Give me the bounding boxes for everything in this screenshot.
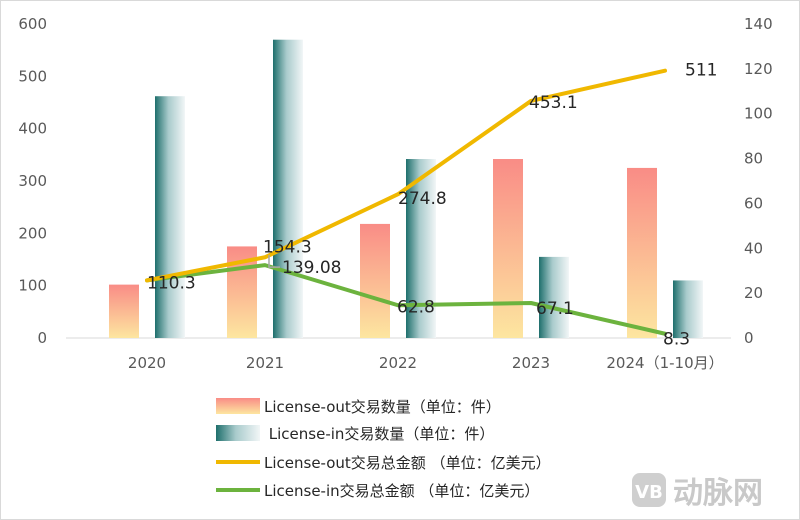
bar-license-out-count (109, 284, 139, 338)
left-axis-tick-label: 500 (18, 67, 47, 85)
legend-label-license-out-count: License-out交易数量（单位：件） (264, 398, 501, 416)
line-license-out-amount (145, 68, 667, 283)
x-axis-tick-label: 2024（1-10月） (606, 354, 723, 372)
legend-swatch-license-out-count (216, 398, 260, 414)
watermark-text: 动脉网 (673, 476, 763, 511)
watermark: VB 动脉网 (632, 473, 763, 511)
data-label-license-in-amount: 67.1 (536, 299, 574, 319)
bar-license-in-count (406, 159, 436, 338)
bar-license-in-count (155, 96, 185, 338)
data-label-license-in-amount: 8.3 (663, 330, 690, 350)
bar-license-out-count (493, 159, 523, 338)
x-axis-tick-label: 2023 (512, 354, 550, 372)
left-axis-tick-label: 200 (18, 224, 47, 242)
bar-license-in-count (673, 280, 703, 338)
data-label-license-out-amount: 274.8 (398, 189, 447, 209)
right-axis-tick-label: 60 (744, 194, 763, 212)
bar-license-in-count (273, 39, 303, 338)
left-axis-tick-label: 300 (18, 172, 47, 190)
legend-label-license-in-count: License-in交易数量（单位：件） (264, 425, 494, 443)
legend-swatch-license-in-count (216, 425, 260, 441)
data-label-license-out-amount: 110.3 (147, 273, 196, 293)
x-axis-tick-label: 2021 (246, 354, 284, 372)
right-axis-tick-label: 80 (744, 150, 763, 168)
data-labels: 110.3 154.3 274.8 453.1 511 139.08 62.8 67.1 8.3 (147, 61, 717, 350)
right-axis-tick-label: 140 (744, 15, 773, 33)
data-label-license-out-amount: 154.3 (263, 237, 312, 257)
data-label-license-in-amount: 62.8 (397, 297, 435, 317)
bar-license-in-count (539, 256, 569, 338)
line-license-in-amount (145, 263, 667, 336)
line-series-group (145, 68, 667, 336)
bar-license-out-count (627, 167, 657, 338)
bar-series-group (109, 39, 703, 338)
data-label-license-out-amount: 453.1 (529, 93, 578, 113)
left-axis-tick-label: 100 (18, 277, 47, 295)
left-axis-tick-label: 600 (18, 15, 47, 33)
bar-license-out-count (360, 223, 390, 338)
right-axis-tick-label: 100 (744, 105, 773, 123)
data-label-license-in-amount: 139.08 (282, 258, 341, 278)
legend-label-license-in-amount: License-in交易总金额 （单位：亿美元） (264, 482, 539, 500)
right-axis: 0 20 40 60 80 100 120 140 (744, 15, 773, 347)
right-axis-tick-label: 40 (744, 239, 763, 257)
svg-text:VB: VB (635, 482, 663, 503)
x-axis-tick-label: 2022 (379, 354, 417, 372)
legend-label-license-out-amount: License-out交易总金额 （单位：亿美元） (264, 454, 551, 472)
watermark-logo-icon: VB (632, 473, 666, 507)
x-axis-tick-label: 2020 (128, 354, 166, 372)
left-axis-tick-label: 0 (37, 329, 47, 347)
data-label-leader-line (268, 255, 280, 268)
x-axis: 2020 2021 2022 2023 2024（1-10月） (128, 354, 724, 372)
left-axis: 0 100 200 300 400 500 600 (18, 15, 47, 347)
right-axis-tick-label: 0 (744, 329, 754, 347)
legend: License-out交易数量（单位：件） License-in交易数量（单位：… (216, 398, 551, 500)
data-label-license-out-amount: 511 (685, 61, 717, 81)
right-axis-tick-label: 120 (744, 60, 773, 78)
right-axis-tick-label: 20 (744, 284, 763, 302)
left-axis-tick-label: 400 (18, 120, 47, 138)
